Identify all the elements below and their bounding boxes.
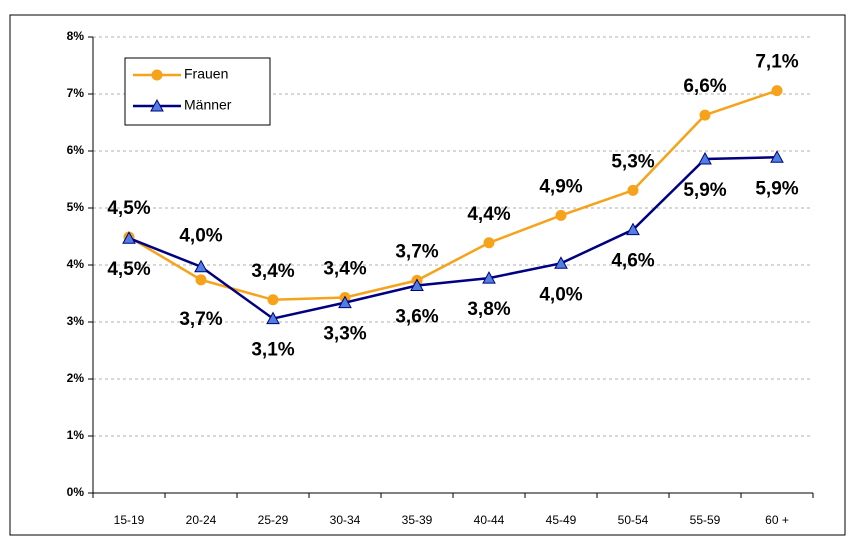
data-label: 3,4% — [251, 261, 294, 282]
data-label: 6,6% — [683, 76, 726, 97]
data-point — [771, 85, 783, 97]
y-tick-label: 1% — [67, 428, 85, 442]
data-point — [338, 295, 352, 309]
x-tick-label: 35-39 — [402, 513, 433, 527]
data-label: 5,9% — [683, 180, 726, 201]
data-label: 3,7% — [395, 241, 438, 262]
data-label: 3,7% — [179, 309, 222, 330]
legend-box — [124, 57, 271, 126]
data-label: 4,5% — [107, 198, 150, 219]
data-point — [626, 222, 640, 236]
data-point — [770, 150, 784, 163]
x-tick-label: 45-49 — [546, 513, 577, 527]
legend-label: Frauen — [184, 66, 228, 82]
data-point — [699, 109, 711, 121]
data-point — [266, 311, 280, 325]
data-point — [122, 231, 136, 244]
y-tick-label: 7% — [67, 86, 85, 100]
y-tick-label: 0% — [67, 485, 85, 499]
legend-marker — [151, 69, 163, 81]
data-label: 4,4% — [467, 204, 510, 225]
legend-label: Männer — [184, 97, 232, 113]
data-point — [410, 278, 424, 292]
data-point — [627, 184, 639, 196]
y-tick-label: 8% — [67, 29, 85, 43]
data-label: 3,3% — [323, 324, 366, 345]
data-label: 4,5% — [107, 259, 150, 280]
data-point — [194, 259, 208, 273]
x-tick-label: 20-24 — [186, 513, 217, 527]
data-label: 3,1% — [251, 340, 294, 361]
data-label: 5,3% — [611, 151, 654, 172]
x-tick-label: 30-34 — [330, 513, 361, 527]
data-point — [698, 151, 712, 165]
data-label: 3,8% — [467, 299, 510, 320]
data-point — [482, 271, 496, 284]
data-label: 4,0% — [179, 226, 222, 247]
x-tick-label: 15-19 — [114, 513, 145, 527]
data-label: 4,0% — [539, 284, 582, 305]
data-label: 5,9% — [755, 178, 798, 199]
data-point — [267, 294, 279, 306]
y-tick-label: 5% — [67, 200, 85, 214]
data-point — [554, 256, 568, 269]
y-tick-label: 4% — [67, 257, 85, 271]
series-line — [128, 156, 778, 320]
x-tick-label: 40-44 — [474, 513, 505, 527]
data-label: 3,4% — [323, 259, 366, 280]
data-label: 4,6% — [611, 251, 654, 272]
y-tick-label: 2% — [67, 371, 85, 385]
data-point — [483, 237, 495, 249]
x-tick-label: 25-29 — [258, 513, 289, 527]
series-line — [128, 89, 778, 302]
x-tick-label: 55-59 — [690, 513, 721, 527]
y-tick-label: 6% — [67, 143, 85, 157]
legend-marker — [150, 98, 164, 112]
x-tick-label: 50-54 — [618, 513, 649, 527]
data-label: 4,9% — [539, 176, 582, 197]
x-tick-label: 60 + — [765, 513, 789, 527]
data-point — [555, 209, 567, 221]
data-point — [195, 274, 207, 286]
data-label: 3,6% — [395, 307, 438, 328]
data-label: 7,1% — [755, 52, 798, 73]
y-tick-label: 3% — [67, 314, 85, 328]
